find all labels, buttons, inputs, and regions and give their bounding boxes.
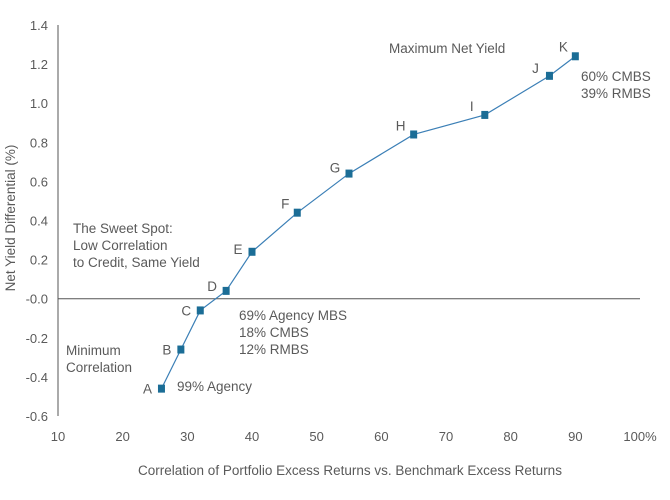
point-label-h: H	[396, 118, 406, 133]
x-tick-label: 20	[115, 429, 129, 444]
annotation-c-mix-line1: 69% Agency MBS	[239, 308, 347, 323]
point-label-g: G	[330, 161, 341, 176]
annotation-c-mix-line2: 18% CMBS	[239, 325, 309, 340]
y-tick-label: -0.2	[26, 331, 48, 346]
data-point-i	[481, 110, 489, 119]
point-labels: A B C D E F G H I J K	[143, 39, 568, 396]
y-tick-label: 1.0	[30, 96, 48, 111]
y-tick-label: 0.4	[30, 214, 48, 229]
data-point-k	[571, 52, 579, 61]
point-label-b: B	[162, 343, 171, 358]
y-tick-label: -0.6	[26, 409, 48, 424]
annotation-max-net-yield: Maximum Net Yield	[389, 41, 505, 56]
x-tick-label: 100%	[623, 429, 657, 444]
x-tick-label: 70	[439, 429, 453, 444]
data-point-b	[177, 345, 185, 354]
x-tick-label: 40	[245, 429, 259, 444]
point-label-c: C	[181, 303, 191, 318]
point-label-d: D	[207, 279, 217, 294]
series-line	[160, 55, 576, 389]
x-tick-label: 60	[374, 429, 388, 444]
annotation-min-corr-line2: Correlation	[66, 360, 132, 375]
x-axis-title: Correlation of Portfolio Excess Returns …	[138, 463, 562, 478]
annotation-sweet-spot-line1: The Sweet Spot:	[73, 221, 173, 236]
annotation-k-mix-line2: 39% RMBS	[581, 86, 651, 101]
y-tick-label: 1.2	[30, 57, 48, 72]
data-point-a	[157, 384, 165, 393]
annotations: Maximum Net Yield 60% CMBS 39% RMBS The …	[66, 41, 651, 394]
y-tick-label: -0.4	[26, 370, 48, 385]
point-label-i: I	[470, 99, 474, 114]
y-tick-label: 0.2	[30, 253, 48, 268]
y-tick-label: 0.8	[30, 135, 48, 150]
data-point-h	[410, 130, 418, 139]
y-tick-labels: -0.6 -0.4 -0.2 -0.0 0.2 0.4 0.6 0.8 1.0 1.2 1.4	[26, 18, 48, 424]
data-point-e	[248, 247, 256, 256]
point-label-f: F	[281, 197, 289, 212]
data-point-c	[196, 306, 204, 315]
point-label-j: J	[532, 61, 539, 76]
x-tick-label: 10	[51, 429, 65, 444]
point-label-a: A	[143, 382, 152, 397]
data-point-j	[545, 71, 553, 80]
annotation-a-mix: 99% Agency	[177, 379, 252, 394]
y-tick-label: 0.6	[30, 174, 48, 189]
y-tick-label: 1.4	[30, 18, 48, 33]
x-tick-label: 90	[568, 429, 582, 444]
annotation-sweet-spot-line3: to Credit, Same Yield	[73, 255, 200, 270]
data-point-d	[222, 286, 230, 295]
annotation-k-mix-line1: 60% CMBS	[581, 69, 651, 84]
axes	[57, 25, 640, 416]
x-tick-label: 80	[503, 429, 517, 444]
annotation-sweet-spot-line2: Low Correlation	[73, 238, 168, 253]
data-point-f	[293, 208, 301, 217]
data-points	[157, 52, 579, 393]
annotation-min-corr-line1: Minimum	[66, 343, 121, 358]
y-tick-label: -0.0	[26, 292, 48, 307]
y-axis-title: Net Yield Differential (%)	[3, 145, 18, 292]
point-label-k: K	[559, 39, 568, 54]
x-tick-labels: 10 20 30 40 50 60 70 80 90 100%	[51, 429, 657, 444]
x-tick-label: 30	[180, 429, 194, 444]
annotation-c-mix-line3: 12% RMBS	[239, 342, 309, 357]
point-label-e: E	[233, 242, 242, 257]
x-tick-label: 50	[309, 429, 323, 444]
data-point-g	[345, 169, 353, 178]
